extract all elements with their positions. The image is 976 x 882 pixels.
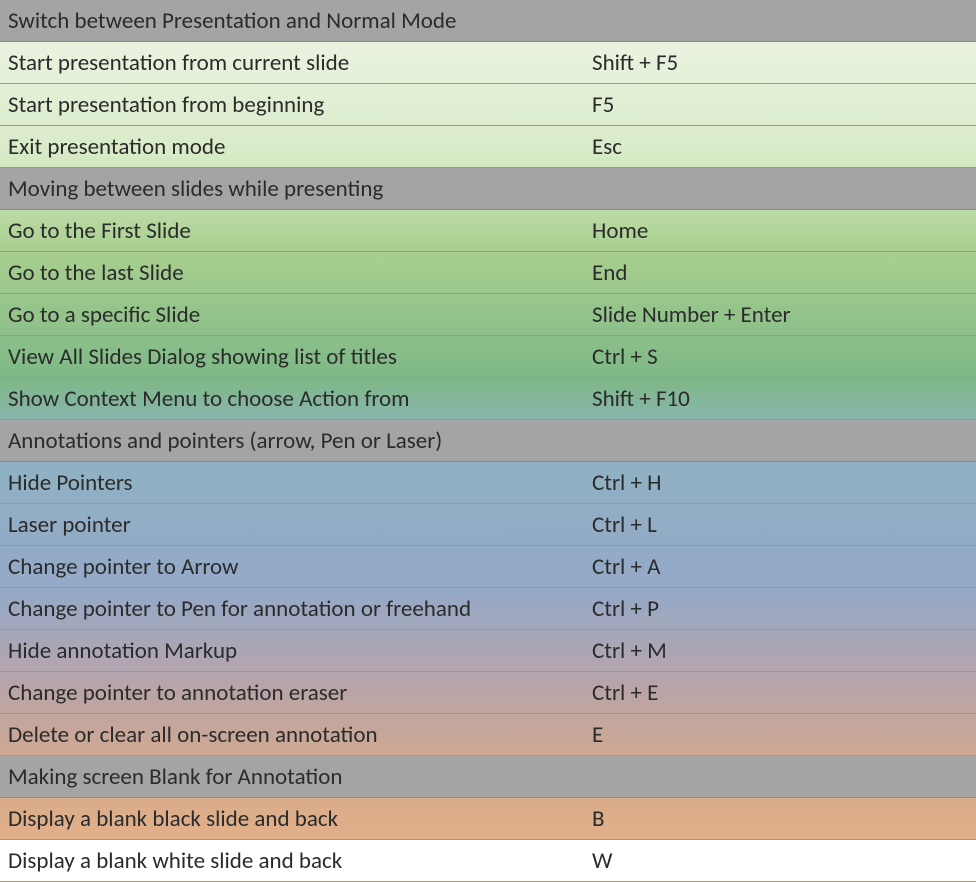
section-header: Switch between Presentation and Normal M… [0,0,976,42]
shortcut-key: Ctrl + L [586,511,976,539]
shortcut-description: Hide annotation Markup [0,637,586,665]
shortcut-description: Change pointer to annotation eraser [0,679,586,707]
shortcut-description: Go to the last Slide [0,259,586,287]
table-row: Change pointer to annotation eraserCtrl … [0,672,976,714]
table-row: Go to the last SlideEnd [0,252,976,294]
table-row: Change pointer to Pen for annotation or … [0,588,976,630]
section-title: Switch between Presentation and Normal M… [8,7,456,35]
shortcut-key: Esc [586,133,976,161]
shortcut-key: B [586,805,976,833]
table-row: Show Context Menu to choose Action fromS… [0,378,976,420]
table-row: Change pointer to ArrowCtrl + A [0,546,976,588]
shortcut-key: Ctrl + P [586,595,976,623]
shortcut-description: Start presentation from current slide [0,49,586,77]
shortcut-description: Change pointer to Arrow [0,553,586,581]
shortcut-description: Delete or clear all on-screen annotation [0,721,586,749]
shortcut-key: Ctrl + M [586,637,976,665]
shortcut-description: Display a blank white slide and back [0,847,586,875]
section-header: Making screen Blank for Annotation [0,756,976,798]
section-header: Moving between slides while presenting [0,168,976,210]
shortcut-description: Hide Pointers [0,469,586,497]
table-row: Start presentation from beginningF5 [0,84,976,126]
shortcut-key: Ctrl + A [586,553,976,581]
section-title: Moving between slides while presenting [8,175,383,203]
table-row: Display a blank white slide and backW [0,840,976,882]
section-title: Making screen Blank for Annotation [8,763,342,791]
shortcut-key: E [586,721,976,749]
table-row: Laser pointerCtrl + L [0,504,976,546]
table-row: Delete or clear all on-screen annotation… [0,714,976,756]
shortcut-description: Laser pointer [0,511,586,539]
shortcut-description: Start presentation from beginning [0,91,586,119]
table-row: Go to a specific SlideSlide Number + Ent… [0,294,976,336]
table-row: Hide annotation MarkupCtrl + M [0,630,976,672]
shortcut-key: Ctrl + E [586,679,976,707]
table-row: View All Slides Dialog showing list of t… [0,336,976,378]
shortcut-description: Show Context Menu to choose Action from [0,385,586,413]
table-row: Start presentation from current slideShi… [0,42,976,84]
shortcut-description: View All Slides Dialog showing list of t… [0,343,586,371]
section-header: Annotations and pointers (arrow, Pen or … [0,420,976,462]
shortcut-key: W [586,847,976,875]
shortcut-description: Change pointer to Pen for annotation or … [0,595,586,623]
shortcut-key: Slide Number + Enter [586,301,976,329]
shortcut-description: Go to a specific Slide [0,301,586,329]
table-row: Display a blank black slide and backB [0,798,976,840]
table-row: Exit presentation modeEsc [0,126,976,168]
table-row: Hide PointersCtrl + H [0,462,976,504]
shortcut-key: F5 [586,91,976,119]
shortcut-key: Ctrl + H [586,469,976,497]
shortcut-key: Shift + F10 [586,385,976,413]
shortcut-description: Display a blank black slide and back [0,805,586,833]
shortcut-table: Switch between Presentation and Normal M… [0,0,976,882]
shortcut-description: Go to the First Slide [0,217,586,245]
table-row: Go to the First SlideHome [0,210,976,252]
section-title: Annotations and pointers (arrow, Pen or … [8,427,442,455]
shortcut-key: Ctrl + S [586,343,976,371]
shortcut-key: End [586,259,976,287]
shortcut-key: Shift + F5 [586,49,976,77]
shortcut-key: Home [586,217,976,245]
shortcut-description: Exit presentation mode [0,133,586,161]
